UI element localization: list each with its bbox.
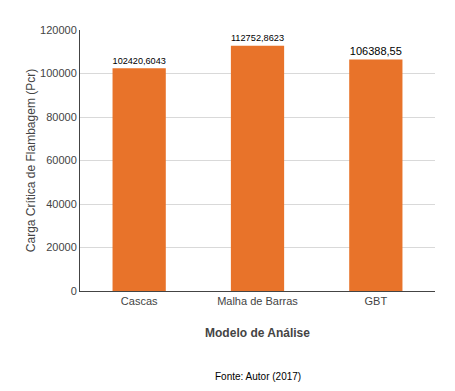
svg-text:GBT: GBT <box>365 295 388 307</box>
svg-text:60000: 60000 <box>46 154 77 166</box>
svg-text:20000: 20000 <box>46 241 77 253</box>
svg-text:Cascas: Cascas <box>121 295 158 307</box>
svg-text:100000: 100000 <box>40 67 77 79</box>
svg-text:0: 0 <box>71 285 77 297</box>
svg-text:106388,55: 106388,55 <box>350 45 402 57</box>
svg-text:40000: 40000 <box>46 198 77 210</box>
svg-text:112752,8623: 112752,8623 <box>231 33 284 43</box>
svg-text:Modelo de Análise: Modelo de Análise <box>205 326 310 340</box>
svg-text:102420,6043: 102420,6043 <box>113 56 166 66</box>
svg-text:Carga Crítica de Flambagem (Pc: Carga Crítica de Flambagem (Pcr) <box>24 69 38 252</box>
svg-text:Fonte: Autor (2017): Fonte: Autor (2017) <box>215 371 301 382</box>
svg-text:80000: 80000 <box>46 111 77 123</box>
svg-text:Malha de Barras: Malha de Barras <box>217 295 298 307</box>
svg-text:120000: 120000 <box>40 24 77 36</box>
